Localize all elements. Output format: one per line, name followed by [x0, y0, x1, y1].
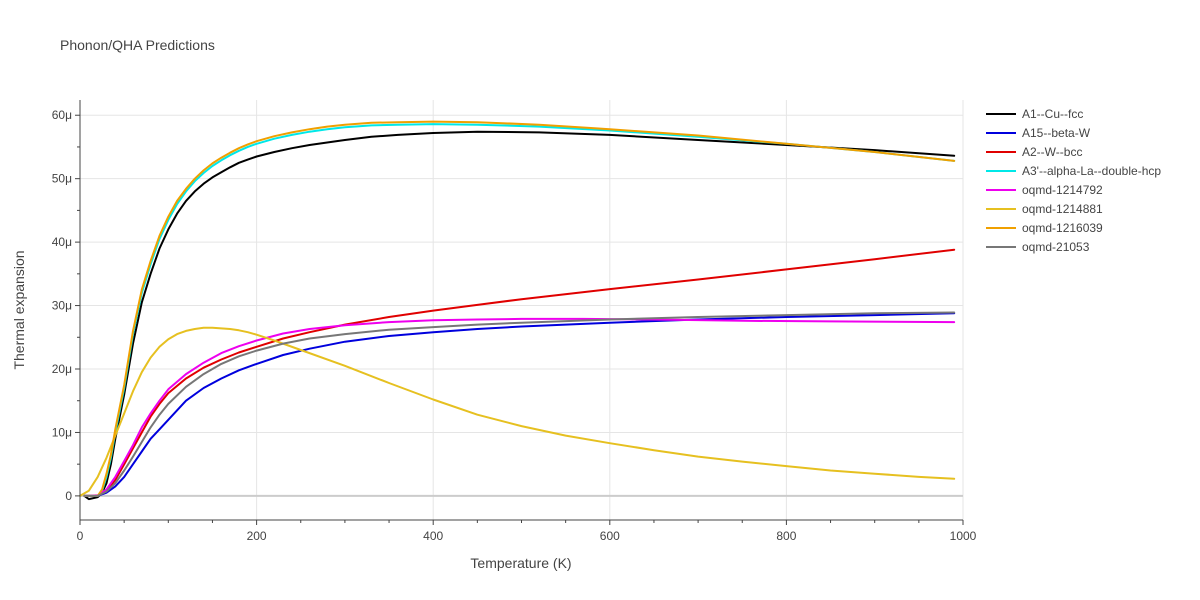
chart-title: Phonon/QHA Predictions [60, 37, 215, 53]
grid [80, 100, 964, 520]
legend-item: A1--Cu--fcc [986, 107, 1083, 121]
y-axis-label: Thermal expansion [11, 250, 27, 369]
y-tick-label: 20μ [52, 362, 72, 376]
legend-label: oqmd-1214881 [1022, 202, 1103, 216]
legend-item: A15--beta-W [986, 126, 1091, 140]
legend-label: oqmd-1216039 [1022, 221, 1103, 235]
y-tick-label: 30μ [52, 299, 72, 313]
series-line-oqmd-1214792 [83, 317, 956, 497]
series-line-oqmd-21053 [83, 311, 956, 497]
x-tick-label: 400 [423, 529, 443, 543]
y-tick-label: 50μ [52, 172, 72, 186]
x-tick-label: 200 [247, 529, 267, 543]
legend: A1--Cu--fcc A15--beta-W A2--W--bcc A3'--alp… [986, 107, 1161, 254]
x-ticks: 0 200 400 600 800 1000 [77, 520, 977, 543]
series-line-A15--beta-W [83, 312, 956, 497]
series-group [79, 120, 956, 501]
legend-item: oqmd-1216039 [986, 221, 1103, 235]
legend-label: oqmd-1214792 [1022, 183, 1103, 197]
legend-item: A2--W--bcc [986, 145, 1082, 159]
x-tick-label: 600 [600, 529, 620, 543]
y-ticks: 0 10μ 20μ 30μ 40μ 50μ 60μ [52, 108, 80, 503]
x-axis-label: Temperature (K) [470, 555, 571, 571]
x-tick-label: 1000 [950, 529, 977, 543]
legend-item: oqmd-1214792 [986, 183, 1103, 197]
series-line-A2--W--bcc [83, 248, 956, 497]
x-tick-label: 800 [776, 529, 796, 543]
legend-label: A1--Cu--fcc [1022, 107, 1083, 121]
legend-label: A15--beta-W [1022, 126, 1091, 140]
x-tick-label: 0 [77, 529, 84, 543]
series-line-oqmd-1214881 [79, 326, 956, 497]
y-tick-label: 40μ [52, 235, 72, 249]
legend-label: A3'--alpha-La--double-hcp [1022, 164, 1161, 178]
legend-item: oqmd-1214881 [986, 202, 1103, 216]
legend-item: A3'--alpha-La--double-hcp [986, 164, 1161, 178]
legend-label: A2--W--bcc [1022, 145, 1082, 159]
series-line-oqmd-1216039 [83, 120, 956, 497]
legend-label: oqmd-21053 [1022, 240, 1090, 254]
y-tick-label: 60μ [52, 108, 72, 122]
y-tick-label: 10μ [52, 425, 72, 439]
y-tick-label: 0 [65, 489, 72, 503]
legend-item: oqmd-21053 [986, 240, 1090, 254]
